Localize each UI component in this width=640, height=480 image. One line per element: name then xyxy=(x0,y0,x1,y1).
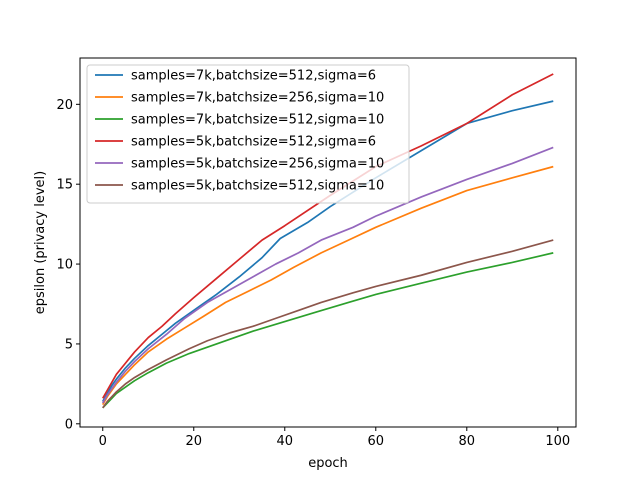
y-tick-label: 20 xyxy=(56,98,73,113)
y-axis-ticks: 0 5 10 15 20 xyxy=(56,98,80,432)
x-tick-label: 60 xyxy=(368,434,385,449)
legend-label: samples=5k,batchsize=512,sigma=6 xyxy=(131,135,376,150)
legend-label: samples=7k,batchsize=512,sigma=6 xyxy=(131,69,376,84)
y-tick-label: 5 xyxy=(65,337,73,352)
series-line-2 xyxy=(102,165,554,406)
legend-label: samples=5k,batchsize=256,sigma=10 xyxy=(131,157,384,172)
legend: samples=7k,batchsize=512,sigma=6 samples=… xyxy=(86,64,410,204)
legend-box xyxy=(86,64,410,204)
x-tick-label: 0 xyxy=(99,434,107,449)
series-line-3 xyxy=(102,252,554,409)
y-tick-label: 10 xyxy=(56,258,73,273)
x-tick-label: 100 xyxy=(545,434,570,449)
y-axis-label: epsilon (privacy level) xyxy=(33,171,48,314)
plot-frame xyxy=(79,57,577,428)
y-tick-label: 0 xyxy=(65,417,73,432)
x-axis-label: epoch xyxy=(308,456,348,471)
legend-label: samples=5k,batchsize=512,sigma=10 xyxy=(131,179,384,194)
y-tick-label: 15 xyxy=(56,178,73,193)
x-tick-label: 40 xyxy=(276,434,293,449)
legend-label: samples=7k,batchsize=512,sigma=10 xyxy=(131,113,384,128)
series-line-4 xyxy=(102,73,554,399)
x-tick-label: 20 xyxy=(185,434,202,449)
legend-label: samples=7k,batchsize=256,sigma=10 xyxy=(131,91,384,106)
series-line-6 xyxy=(102,239,554,409)
x-tick-label: 80 xyxy=(459,434,476,449)
series-lines xyxy=(102,73,554,409)
x-axis-ticks: 0 20 40 60 80 100 xyxy=(99,427,570,449)
